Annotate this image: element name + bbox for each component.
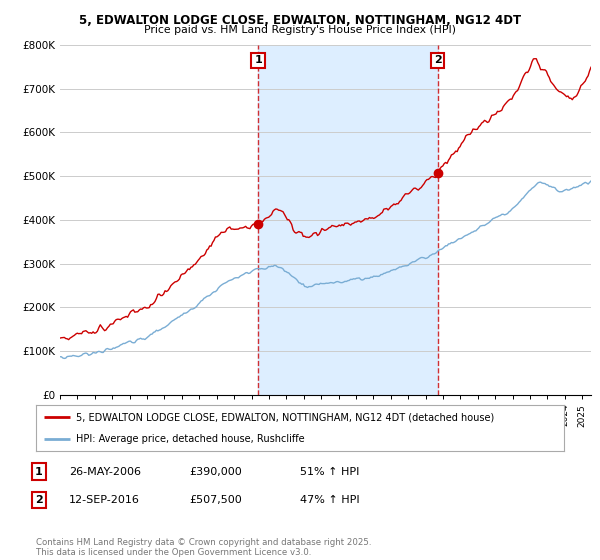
Text: 1: 1 bbox=[35, 466, 43, 477]
Text: Contains HM Land Registry data © Crown copyright and database right 2025.
This d: Contains HM Land Registry data © Crown c… bbox=[36, 538, 371, 557]
Text: 51% ↑ HPI: 51% ↑ HPI bbox=[300, 466, 359, 477]
Text: Price paid vs. HM Land Registry's House Price Index (HPI): Price paid vs. HM Land Registry's House … bbox=[144, 25, 456, 35]
Text: 12-SEP-2016: 12-SEP-2016 bbox=[69, 495, 140, 505]
Text: HPI: Average price, detached house, Rushcliffe: HPI: Average price, detached house, Rush… bbox=[76, 435, 304, 444]
Text: 26-MAY-2006: 26-MAY-2006 bbox=[69, 466, 141, 477]
Text: 2: 2 bbox=[434, 55, 442, 66]
Text: £507,500: £507,500 bbox=[189, 495, 242, 505]
Bar bbox=[258, 45, 438, 395]
Text: 1: 1 bbox=[254, 55, 262, 66]
Text: 2: 2 bbox=[35, 495, 43, 505]
Text: 5, EDWALTON LODGE CLOSE, EDWALTON, NOTTINGHAM, NG12 4DT (detached house): 5, EDWALTON LODGE CLOSE, EDWALTON, NOTTI… bbox=[76, 412, 494, 422]
Text: £390,000: £390,000 bbox=[189, 466, 242, 477]
Text: 5, EDWALTON LODGE CLOSE, EDWALTON, NOTTINGHAM, NG12 4DT: 5, EDWALTON LODGE CLOSE, EDWALTON, NOTTI… bbox=[79, 14, 521, 27]
Text: 47% ↑ HPI: 47% ↑ HPI bbox=[300, 495, 359, 505]
